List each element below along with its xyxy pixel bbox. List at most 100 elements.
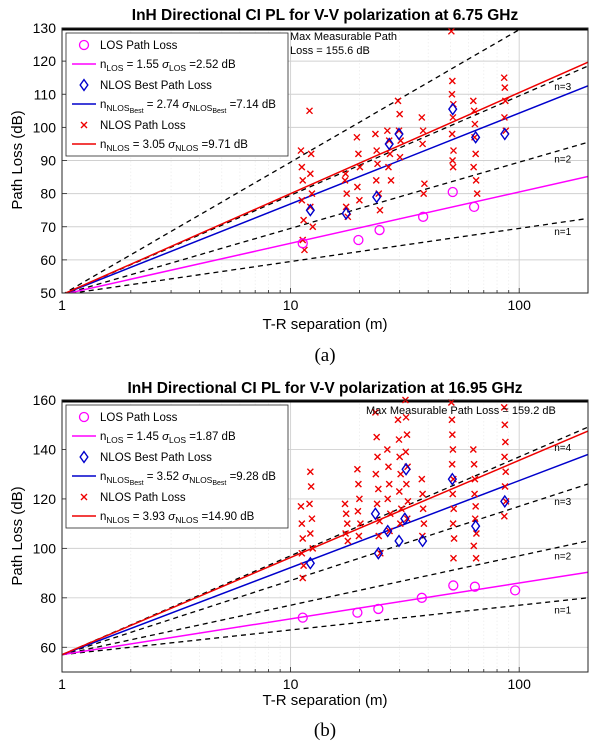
data-point [299,236,307,244]
data-point [376,517,384,525]
data-point [383,445,391,453]
data-point [384,163,392,171]
data-point [449,490,457,498]
data-point [471,120,479,128]
points-b [297,396,521,623]
data-point [308,515,316,523]
data-point [501,97,509,105]
data-point [297,147,305,155]
data-point [472,150,480,158]
data-point [420,180,428,188]
legend-entry-label: LOS Path Loss [100,412,178,424]
data-point [297,502,305,510]
data-point [343,190,351,198]
legend-fit-text: nNLOSBest = 2.74 σNLOSBest =7.14 dB [100,99,276,115]
n-reference-line [68,217,588,293]
data-point [420,190,428,198]
data-point [396,453,404,461]
legend-fit-text: nLOS = 1.45 σLOS =1.87 dB [100,431,236,445]
data-point [341,500,349,508]
data-point [450,534,458,542]
data-point [374,224,385,236]
data-point [470,107,478,115]
data-point [419,490,427,498]
data-point [420,520,428,528]
data-point [375,532,383,540]
data-point [300,216,308,224]
data-point [306,203,314,211]
data-point [371,190,382,204]
data-point [402,448,410,456]
data-point [371,130,379,138]
data-point [372,176,380,184]
data-point [343,520,351,528]
data-point [298,520,306,528]
data-point [418,475,426,483]
data-point [309,544,317,552]
y-tick-label: 50 [40,285,56,301]
data-point [395,436,403,444]
data-point [297,238,308,249]
data-point [501,483,509,491]
legend-entry-label: NLOS Path Loss [100,120,186,132]
y-axis-label-a: Path Loss (dB) [9,110,26,209]
data-point [395,487,403,495]
data-point [352,607,363,618]
data-point [416,592,427,603]
data-point [472,176,480,184]
data-point [470,130,481,144]
n-reference-label: n=1 [554,227,571,238]
data-point [448,130,456,138]
legend-fit-text: nNLOS = 3.93 σNLOS =14.90 dB [100,511,255,525]
y-tick-label: 140 [33,441,57,457]
y-tick-label: 100 [33,119,57,135]
caption-a: (a) [314,345,335,366]
data-point [372,470,380,478]
data-point [449,445,457,453]
data-point [306,500,314,508]
data-point [472,554,480,562]
data-point [418,113,426,121]
data-point [353,234,364,246]
y-tick-label: 130 [33,20,57,36]
y-tick-label: 70 [40,219,56,235]
x-tick-label: 100 [508,676,532,692]
data-point [354,150,362,158]
data-point [374,160,382,168]
data-point [300,562,308,570]
legend-marker [80,493,88,501]
ticks-b: 60 80 100 120 140 160 1 10 100 n=1 n=2 n=3 n=4 [33,392,589,692]
data-point [472,502,480,510]
data-point [449,157,457,164]
n-reference-label: n=2 [554,551,571,562]
data-point [373,603,384,615]
data-point [448,431,456,439]
data-point [356,163,364,171]
data-point [450,147,457,155]
x-tick-label: 10 [283,676,299,692]
n-reference-label: n=1 [554,606,571,617]
data-point [450,505,458,513]
x-axis-label-b: T-R separation (m) [262,692,387,709]
data-point [447,186,458,198]
legend-entry-label: LOS Path Loss [100,40,178,52]
legend-marker [78,39,90,51]
data-point [401,462,411,476]
data-point [394,127,404,141]
data-point [403,431,411,439]
data-point [396,110,404,118]
data-point [307,150,315,158]
data-point [383,524,393,538]
legend-fit-text: nLOS = 1.55 σLOS =2.52 dB [100,59,236,73]
data-point [306,170,314,178]
data-point [419,505,427,513]
data-point [402,480,410,488]
data-point [468,201,480,213]
data-point [342,203,350,211]
data-point [469,445,477,453]
data-point [501,438,509,446]
data-point [386,150,394,158]
